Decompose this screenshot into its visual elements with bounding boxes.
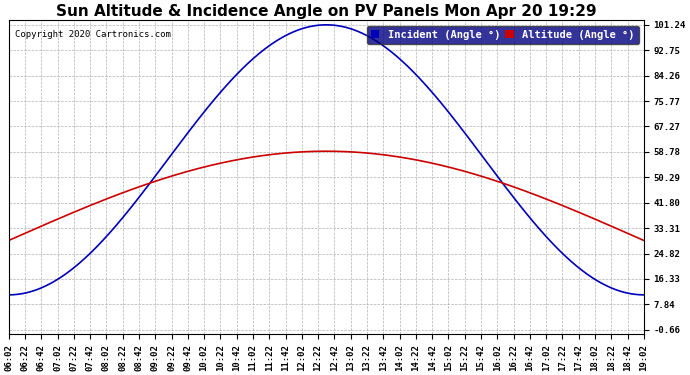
Text: Copyright 2020 Cartronics.com: Copyright 2020 Cartronics.com [15, 30, 171, 39]
Legend: Incident (Angle °), Altitude (Angle °): Incident (Angle °), Altitude (Angle °) [367, 26, 639, 44]
Title: Sun Altitude & Incidence Angle on PV Panels Mon Apr 20 19:29: Sun Altitude & Incidence Angle on PV Pan… [56, 4, 597, 19]
